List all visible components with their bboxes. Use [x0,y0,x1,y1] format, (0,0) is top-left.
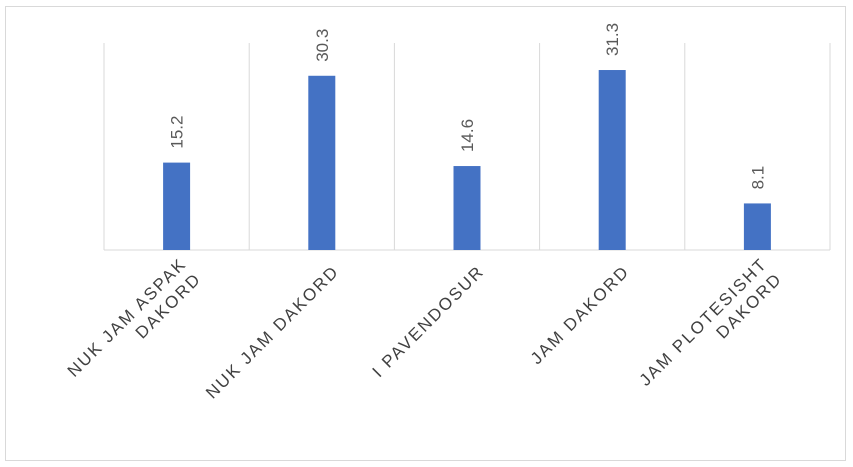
data-label: 14.6 [458,119,477,152]
bar [308,75,336,251]
category-label: I PAVENDOSUR [369,262,488,381]
data-label: 31.3 [603,23,622,56]
data-labels: 15.2 30.3 14.6 31.3 8.1 [168,23,768,189]
category-label: NUK JAM DAKORD [202,262,343,403]
bars [163,70,771,251]
chart-area [5,6,846,461]
data-label: 8.1 [748,166,767,190]
data-label: 30.3 [313,29,332,62]
category-label-line: NUK JAM ASPAK [64,254,190,380]
category-label-line: JAM PLOTESISHT [636,254,771,389]
data-label: 15.2 [168,116,187,149]
category-label-line: I PAVENDOSUR [369,262,488,381]
category-label-line: JAM DAKORD [527,262,633,368]
bar [743,203,771,250]
grid-lines [103,43,831,250]
bar [453,166,481,250]
bar [598,70,626,251]
bar [163,162,191,250]
category-label-line: NUK JAM DAKORD [202,262,343,403]
category-label: JAM DAKORD [527,262,633,368]
